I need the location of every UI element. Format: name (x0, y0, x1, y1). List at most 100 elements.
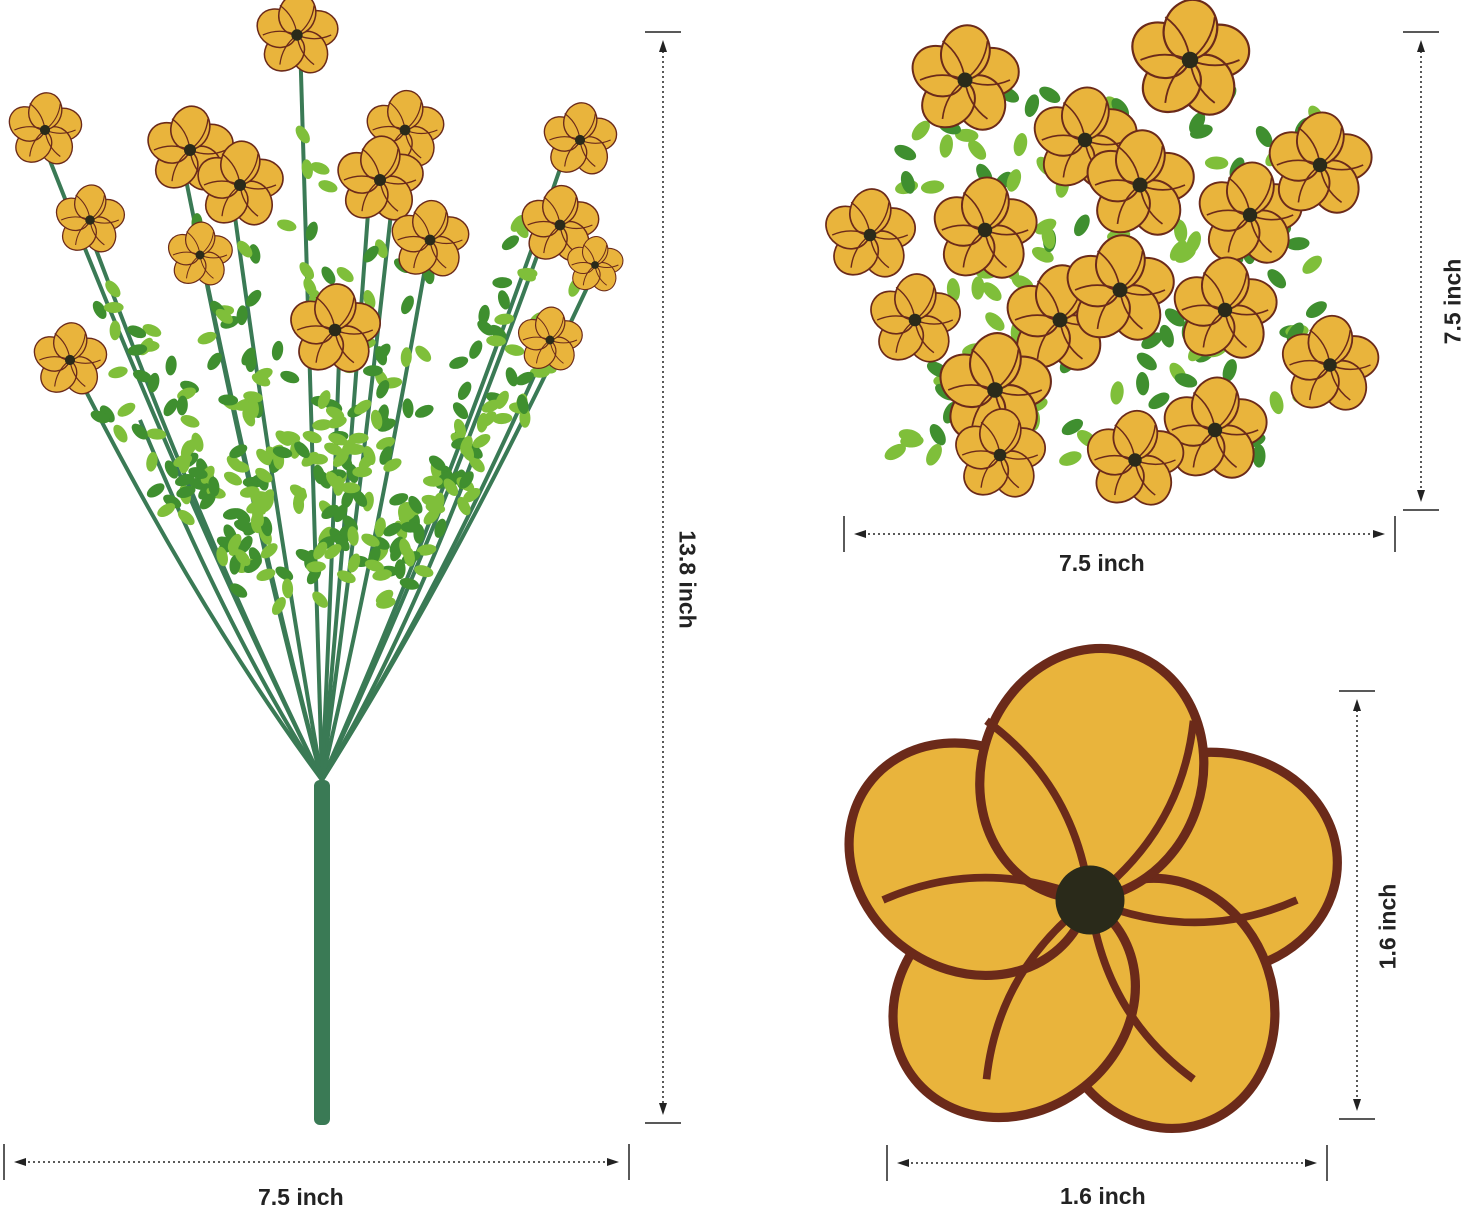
flower-center (978, 223, 992, 237)
flower (250, 0, 338, 79)
flower-center (234, 179, 246, 191)
leaf (1205, 156, 1229, 170)
flower-center (591, 261, 599, 269)
leaf (982, 309, 1008, 334)
leaf (920, 179, 945, 195)
leaf (1267, 390, 1285, 416)
flower-center (1056, 866, 1125, 935)
leaf (1299, 252, 1325, 277)
leaf (447, 354, 469, 371)
leaf (492, 277, 512, 289)
flower-center (1078, 133, 1092, 147)
flower-center (40, 125, 50, 135)
flower-center (1218, 303, 1232, 317)
bouquet-height-label: 13.8 inch (674, 530, 701, 628)
arrow-down-icon (1417, 490, 1425, 502)
bouquet-width-label: 7.5 inch (258, 1184, 344, 1209)
leaf (1071, 212, 1093, 239)
flower (863, 269, 961, 369)
leaf (309, 589, 331, 611)
leaf (892, 142, 919, 164)
leaf (115, 400, 138, 420)
flower (513, 303, 583, 374)
flower (1121, 0, 1249, 123)
leaf (1109, 380, 1125, 405)
leaf (412, 343, 434, 365)
leaf (413, 402, 436, 420)
flower-center (1182, 52, 1199, 69)
flower-center (65, 355, 75, 365)
flower-center (196, 251, 205, 260)
leaf (1036, 83, 1063, 106)
product-dimension-image: 13.8 inch 7.5 inch 7.5 inch 7.5 inch 1.6… (0, 0, 1466, 1209)
flower-center (575, 135, 585, 145)
single-flower-photo (803, 619, 1337, 1165)
arrow-down-icon (659, 1103, 667, 1115)
flower-center (987, 382, 1003, 398)
leaf (923, 441, 945, 468)
leaf (455, 379, 474, 402)
flower-center (1113, 283, 1128, 298)
flower-center (425, 235, 436, 246)
flower (3, 88, 82, 169)
flower-center (546, 336, 555, 345)
leaf (398, 294, 416, 317)
leaf (109, 320, 120, 340)
leaf (271, 340, 285, 361)
arrow-up-icon (1417, 40, 1425, 52)
flower-center (1323, 358, 1337, 372)
leaf (1057, 449, 1083, 469)
flower (163, 218, 233, 289)
leaf (938, 133, 954, 158)
flower-center (400, 125, 411, 136)
leaf (499, 232, 521, 253)
arrow-left-icon (897, 1159, 909, 1167)
single-flower-width-label: 1.6 inch (1060, 1183, 1146, 1209)
arrow-up-icon (1353, 699, 1361, 711)
arrow-left-icon (14, 1158, 26, 1166)
leaf (1012, 132, 1029, 158)
leaf (107, 365, 129, 381)
flower-center (909, 314, 922, 327)
leaf (1134, 349, 1160, 374)
flower (28, 318, 107, 399)
leaf (334, 264, 356, 285)
flower-center (374, 174, 386, 186)
arrow-left-icon (854, 530, 866, 538)
flower-center (1313, 158, 1327, 172)
single-flower-height-label: 1.6 inch (1374, 884, 1401, 970)
leaf (276, 217, 298, 233)
leaf (279, 369, 301, 386)
leaf (504, 343, 526, 358)
flower-center (1208, 423, 1222, 437)
arrow-right-icon (1305, 1159, 1317, 1167)
main-stem (314, 780, 330, 1125)
flower (803, 619, 1337, 1165)
leaf (165, 355, 178, 376)
leaf (1135, 372, 1149, 396)
top-view-photo (818, 0, 1379, 512)
product-photos (0, 0, 1466, 1209)
arrow-down-icon (1353, 1099, 1361, 1111)
arrow-right-icon (1373, 530, 1385, 538)
flower (538, 98, 617, 179)
leaf (394, 559, 405, 579)
flower (818, 184, 916, 284)
leaf (467, 338, 486, 361)
flower (1165, 251, 1277, 365)
flower-center (1243, 208, 1257, 222)
flower-center (85, 215, 95, 225)
bouquet-photo (3, 0, 623, 1125)
top-view-width-label: 7.5 inch (1059, 550, 1145, 577)
flower-center (958, 73, 973, 88)
flower-center (184, 144, 196, 156)
leaf (317, 178, 339, 195)
flower-center (864, 229, 877, 242)
flower-center (994, 449, 1007, 462)
arrow-up-icon (659, 40, 667, 52)
flower-center (555, 220, 566, 231)
flower-center (1128, 453, 1142, 467)
arrow-right-icon (607, 1158, 619, 1166)
flower-center (1053, 313, 1068, 328)
leaf (402, 398, 415, 419)
